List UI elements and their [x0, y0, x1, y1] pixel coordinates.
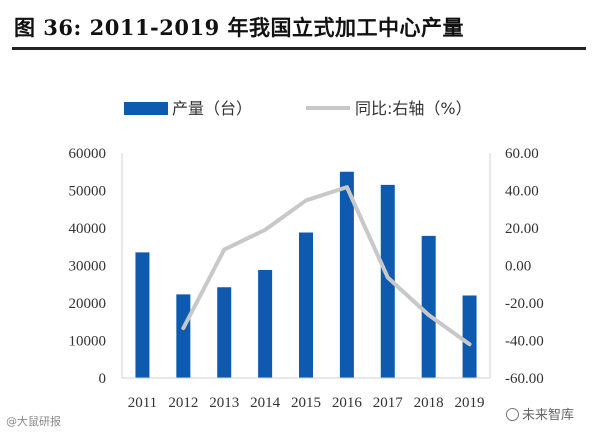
bar-2015 — [299, 232, 313, 378]
left-axis-tick-label: 20000 — [69, 296, 107, 312]
bar-2017 — [380, 184, 395, 378]
bar-series — [135, 171, 477, 378]
title-rule — [12, 47, 586, 50]
bar-2011 — [135, 252, 150, 378]
left-axis-tick-label: 40000 — [69, 221, 107, 237]
legend: 产量（台） 同比:右轴（%） — [124, 99, 472, 118]
right-axis-tick-label: -60.00 — [505, 371, 544, 387]
x-axis-tick-label: 2013 — [209, 395, 239, 411]
line-path — [181, 185, 472, 347]
right-axis-tick-label: -40.00 — [505, 334, 544, 350]
x-axis-tick-label: 2015 — [291, 395, 321, 411]
x-axis-tick-label: 2016 — [332, 395, 363, 411]
legend-label-bar: 产量（台） — [172, 99, 252, 118]
watermark-right-text: 未来智库 — [522, 408, 575, 423]
figure-title: 2011-2019 年我国立式加工中心产量 — [89, 15, 465, 40]
left-axis-tick-label: 0 — [99, 371, 107, 387]
chart-title: 图 36: 2011-2019 年我国立式加工中心产量 — [14, 12, 464, 42]
legend-label-line: 同比:右轴（%） — [355, 99, 472, 118]
right-axis-tick-label: 60.00 — [505, 146, 539, 162]
line-series — [181, 185, 472, 347]
x-axis-tick-label: 2018 — [414, 395, 444, 411]
left-axis-tick-label: 30000 — [69, 259, 107, 275]
x-axis-tick-label: 2011 — [128, 395, 157, 411]
bar-2016 — [339, 171, 354, 378]
left-axis-tick-label: 50000 — [69, 184, 107, 200]
x-axis: 2011 2012 2013 2014 2015 2016 2017 2018 2019 — [122, 377, 490, 411]
legend-swatch-bar — [124, 102, 168, 115]
x-axis-tick-label: 2019 — [455, 395, 485, 411]
watermark-right: 未来智库 — [506, 404, 574, 423]
bar-2018 — [421, 235, 436, 378]
bar-2014 — [258, 270, 273, 378]
right-axis: -60.00 -40.00 -20.00 0.00 20.00 40.00 60.00 — [489, 146, 544, 387]
x-axis-tick-label: 2017 — [373, 395, 404, 411]
left-axis-tick-label: 10000 — [69, 334, 107, 350]
watermark-logo-icon — [506, 408, 519, 421]
bar-2013 — [217, 287, 232, 378]
bar-2012 — [176, 294, 191, 378]
right-axis-tick-label: 20.00 — [505, 221, 539, 237]
left-axis: 0 10000 20000 30000 40000 50000 60000 — [69, 146, 123, 387]
watermark-left: @大鼠研报 — [6, 415, 61, 428]
right-axis-tick-label: 40.00 — [505, 184, 539, 200]
left-axis-tick-label: 60000 — [69, 146, 107, 162]
x-axis-tick-label: 2014 — [250, 395, 281, 411]
figure-label: 图 36: — [14, 15, 82, 40]
x-axis-tick-label: 2012 — [168, 395, 198, 411]
right-axis-tick-label: 0.00 — [505, 259, 531, 275]
right-axis-tick-label: -20.00 — [505, 296, 544, 312]
bar-2019 — [462, 295, 477, 378]
